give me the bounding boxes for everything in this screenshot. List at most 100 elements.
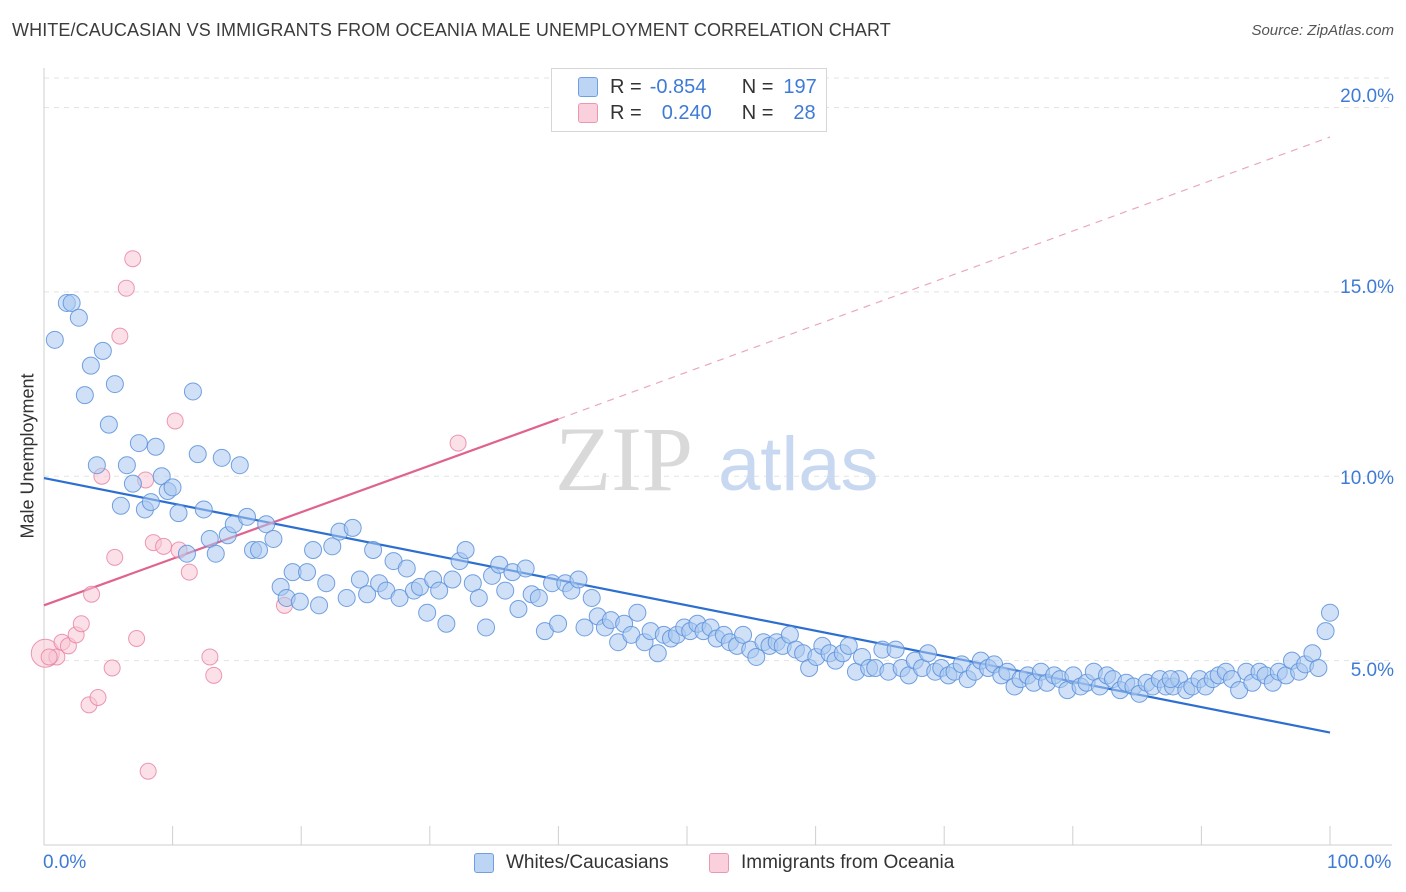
- y-tick-label: 20.0%: [1340, 86, 1394, 107]
- data-point-whites: [230, 456, 249, 475]
- data-point-whites: [496, 581, 515, 600]
- source-label: Source: ZipAtlas.com: [1251, 22, 1394, 39]
- data-point-whites: [456, 541, 475, 559]
- legend-item-oceania: Immigrants from Oceania: [709, 852, 954, 874]
- data-point-whites: [317, 574, 336, 593]
- data-point-whites: [188, 445, 207, 464]
- data-point-whites: [169, 504, 188, 523]
- data-point-oceania: [139, 762, 157, 780]
- data-point-whites: [734, 625, 753, 644]
- data-point-whites: [747, 647, 766, 666]
- y-axis-label: Male Unemployment: [17, 373, 38, 539]
- watermark-atlas: atlas: [718, 422, 879, 507]
- data-point-whites: [141, 493, 160, 512]
- correlation-legend: R = -0.854 N = 197 R = 0.240 N = 28: [551, 68, 827, 132]
- data-point-whites: [575, 618, 594, 637]
- gridlines: [44, 77, 1392, 662]
- legend-swatch-pink: [578, 103, 598, 123]
- data-point-whites: [62, 293, 81, 312]
- data-point-whites: [839, 636, 858, 655]
- data-point-whites: [569, 570, 588, 589]
- legend-label: Whites/Caucasians: [506, 852, 669, 873]
- data-point-whites: [194, 500, 213, 519]
- watermark-zip: ZIP: [555, 408, 693, 510]
- data-point-whites: [529, 588, 548, 607]
- data-point-oceania: [40, 648, 58, 666]
- data-point-whites: [886, 640, 905, 659]
- data-point-whites: [350, 570, 369, 589]
- data-point-oceania: [103, 659, 121, 677]
- data-point-whites: [549, 614, 568, 633]
- legend-r-label: R =: [610, 75, 642, 98]
- legend-n-label: N =: [741, 75, 774, 98]
- legend-swatch-blue: [578, 77, 598, 97]
- legend-label: Immigrants from Oceania: [741, 852, 955, 873]
- data-point-oceania: [128, 630, 146, 647]
- data-point-whites: [477, 618, 496, 637]
- trend-line-oceania-extension: [558, 136, 1331, 420]
- y-tick-label: 5.0%: [1350, 660, 1394, 681]
- legend-n-label: N =: [741, 101, 774, 124]
- data-point-whites: [117, 456, 136, 475]
- data-point-whites: [582, 588, 601, 607]
- data-point-oceania: [106, 548, 124, 566]
- data-point-whites: [509, 600, 528, 618]
- data-point-whites: [129, 434, 148, 453]
- data-point-whites: [250, 541, 269, 559]
- chart-title: WHITE/CAUCASIAN VS IMMIGRANTS FROM OCEAN…: [12, 20, 891, 40]
- data-point-whites: [1316, 622, 1335, 641]
- y-tick-label: 10.0%: [1340, 468, 1394, 489]
- data-point-whites: [418, 603, 437, 622]
- data-point-oceania: [155, 537, 173, 555]
- data-point-whites: [45, 330, 64, 349]
- data-point-whites: [337, 588, 356, 607]
- data-point-whites: [443, 570, 462, 589]
- data-point-whites: [310, 596, 329, 615]
- data-point-oceania: [166, 412, 184, 430]
- series-whites-caucasians: [45, 293, 1339, 703]
- trend-line-oceania: [43, 418, 559, 607]
- data-point-whites: [177, 544, 196, 563]
- axes: [43, 68, 1392, 846]
- data-point-whites: [69, 308, 88, 327]
- series-immigrants-from-oceania: [30, 250, 467, 780]
- data-point-oceania: [180, 563, 198, 581]
- data-point-whites: [516, 559, 535, 578]
- legend-swatch-pink: [709, 853, 729, 873]
- data-point-whites: [290, 592, 309, 611]
- series-legend: Whites/Caucasians Immigrants from Oceani…: [0, 852, 1406, 878]
- data-point-whites: [93, 341, 112, 360]
- legend-n-value: 28: [793, 101, 816, 124]
- legend-swatch-blue: [474, 853, 494, 873]
- data-point-whites: [358, 585, 377, 604]
- data-point-whites: [397, 559, 416, 578]
- x-tick-label-max: 100.0%: [1327, 852, 1392, 873]
- data-point-oceania: [72, 615, 90, 633]
- data-point-oceania: [89, 689, 107, 706]
- data-point-whites: [163, 478, 182, 497]
- data-point-whites: [257, 515, 276, 534]
- y-tick-label: 15.0%: [1340, 277, 1394, 298]
- legend-n-value: 197: [783, 75, 817, 98]
- data-point-whites: [364, 541, 383, 559]
- data-point-whites: [298, 563, 317, 582]
- data-point-whites: [390, 588, 409, 607]
- data-point-whites: [1321, 603, 1339, 622]
- data-point-whites: [323, 537, 342, 556]
- legend-r-label: R =: [610, 101, 642, 124]
- data-point-whites: [264, 529, 283, 548]
- legend-r-value: -0.854: [649, 75, 707, 98]
- legend-row-whites: R = -0.854 N = 197: [578, 75, 817, 99]
- data-point-whites: [237, 507, 256, 526]
- data-point-whites: [111, 496, 130, 515]
- data-point-whites: [206, 544, 225, 563]
- data-point-whites: [146, 437, 165, 456]
- data-point-whites: [304, 541, 323, 559]
- data-point-whites: [1309, 659, 1328, 677]
- data-point-whites: [628, 603, 647, 622]
- data-point-whites: [99, 415, 118, 434]
- data-point-whites: [343, 518, 362, 537]
- data-point-whites: [105, 375, 124, 394]
- data-point-oceania: [117, 279, 135, 297]
